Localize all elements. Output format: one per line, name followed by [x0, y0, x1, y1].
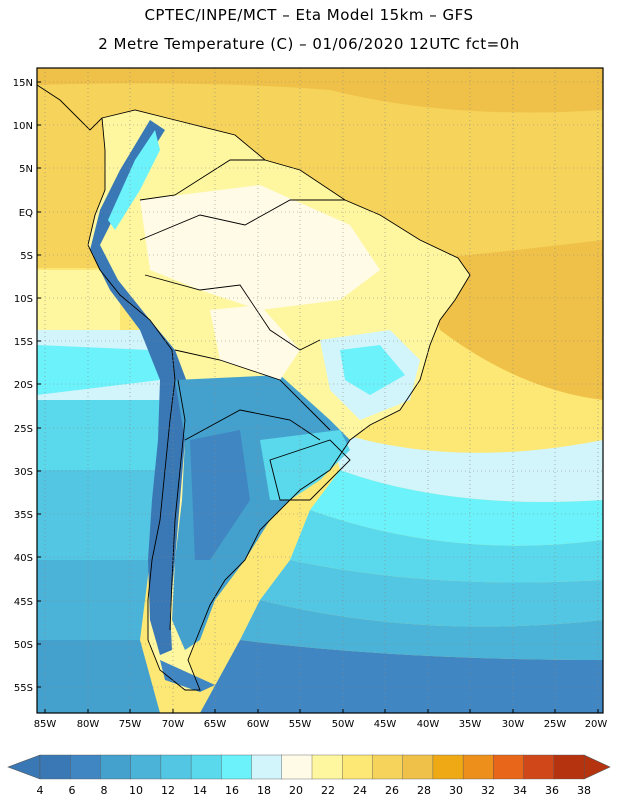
lon-label: 45W	[374, 719, 397, 730]
lat-label: 35S	[14, 510, 33, 521]
lat-label: 15N	[13, 78, 33, 89]
colorbar-label: 26	[385, 784, 399, 797]
colorbar-swatch	[251, 754, 283, 780]
temperature-field	[37, 68, 603, 713]
lat-label: 10N	[13, 121, 33, 132]
colorbar-label: 20	[289, 784, 303, 797]
colorbar-label: 6	[69, 784, 76, 797]
lon-label: 30W	[502, 719, 525, 730]
colorbar-swatch	[281, 754, 313, 780]
colorbar-swatch	[342, 754, 373, 780]
lon-label: 55W	[289, 719, 312, 730]
colorbar-label: 16	[225, 784, 239, 797]
lat-label: 15S	[14, 337, 33, 348]
colorbar-swatch	[221, 754, 253, 780]
colorbar-swatch	[160, 754, 192, 780]
lat-label: 25S	[14, 424, 33, 435]
colorbar-label: 8	[101, 784, 108, 797]
lon-label: 65W	[204, 719, 227, 730]
colorbar-swatch	[462, 754, 494, 780]
tick-marks	[37, 81, 599, 713]
map-frame	[36, 67, 604, 714]
lat-label: 45S	[14, 597, 33, 608]
colorbar-swatch	[190, 754, 222, 780]
colorbar-label: 22	[321, 784, 335, 797]
colorbar-label: 28	[417, 784, 431, 797]
colorbar-label: 34	[513, 784, 527, 797]
lat-label: EQ	[19, 208, 33, 219]
lat-label: 10S	[14, 294, 33, 305]
lon-label: 50W	[332, 719, 355, 730]
lon-label: 80W	[77, 719, 100, 730]
colorbar-swatch	[523, 754, 555, 780]
lon-label: 35W	[459, 719, 482, 730]
colorbar-label: 4	[37, 784, 44, 797]
lat-label: 50S	[14, 640, 33, 651]
colorbar-swatch	[311, 754, 343, 780]
colorbar-label: 24	[353, 784, 367, 797]
colorbar-swatch	[39, 754, 71, 780]
colorbar-label: 38	[577, 784, 591, 797]
map-title-line-1: CPTEC/INPE/MCT – Eta Model 15km – GFS	[144, 6, 474, 24]
colorbar-label: 36	[545, 784, 559, 797]
colorbar-label: 12	[161, 784, 175, 797]
lon-label: 20W	[585, 719, 608, 730]
colorbar-swatch	[432, 754, 464, 780]
colorbar-swatch	[100, 754, 132, 780]
colorbar-swatch	[372, 754, 404, 780]
colorbar-swatch	[553, 754, 585, 780]
lon-label: 85W	[34, 719, 57, 730]
colorbar-label: 14	[193, 784, 207, 797]
colorbar-label: 10	[129, 784, 143, 797]
colorbar-label: 18	[257, 784, 271, 797]
lon-label: 60W	[247, 719, 270, 730]
colorbar-swatch	[402, 754, 434, 780]
colorbar-swatch	[130, 754, 162, 780]
country-borders	[37, 84, 471, 691]
lon-label: 25W	[544, 719, 567, 730]
lat-label: 5N	[19, 164, 33, 175]
longitude-labels: 85W 80W 75W 70W 65W 60W 55W 50W 45W 40W …	[34, 719, 608, 730]
colorbar: 4 6 8 10 12 14 16 18 20 22 24 26 28 30 32 34 36 38	[7, 754, 611, 797]
colorbar-label: 30	[449, 784, 463, 797]
colorbar-swatch	[493, 754, 525, 780]
latitude-labels: 15N 10N 5N EQ 5S 10S 15S 20S 25S 30S 35S…	[13, 78, 33, 694]
colorbar-swatch	[70, 754, 101, 780]
lat-label: 20S	[14, 380, 33, 391]
lon-label: 70W	[162, 719, 185, 730]
map-title-line-2: 2 Metre Temperature (C) – 01/06/2020 12U…	[98, 35, 520, 53]
andes-ridge	[90, 120, 190, 655]
colorbar-low-arrow	[7, 754, 41, 780]
colorbar-high-arrow	[583, 754, 611, 780]
lat-label: 30S	[14, 467, 33, 478]
lat-label: 55S	[14, 683, 33, 694]
lon-label: 40W	[417, 719, 440, 730]
lon-label: 75W	[119, 719, 142, 730]
lat-label: 40S	[14, 553, 33, 564]
colorbar-label: 32	[481, 784, 495, 797]
lat-label: 5S	[20, 251, 33, 262]
